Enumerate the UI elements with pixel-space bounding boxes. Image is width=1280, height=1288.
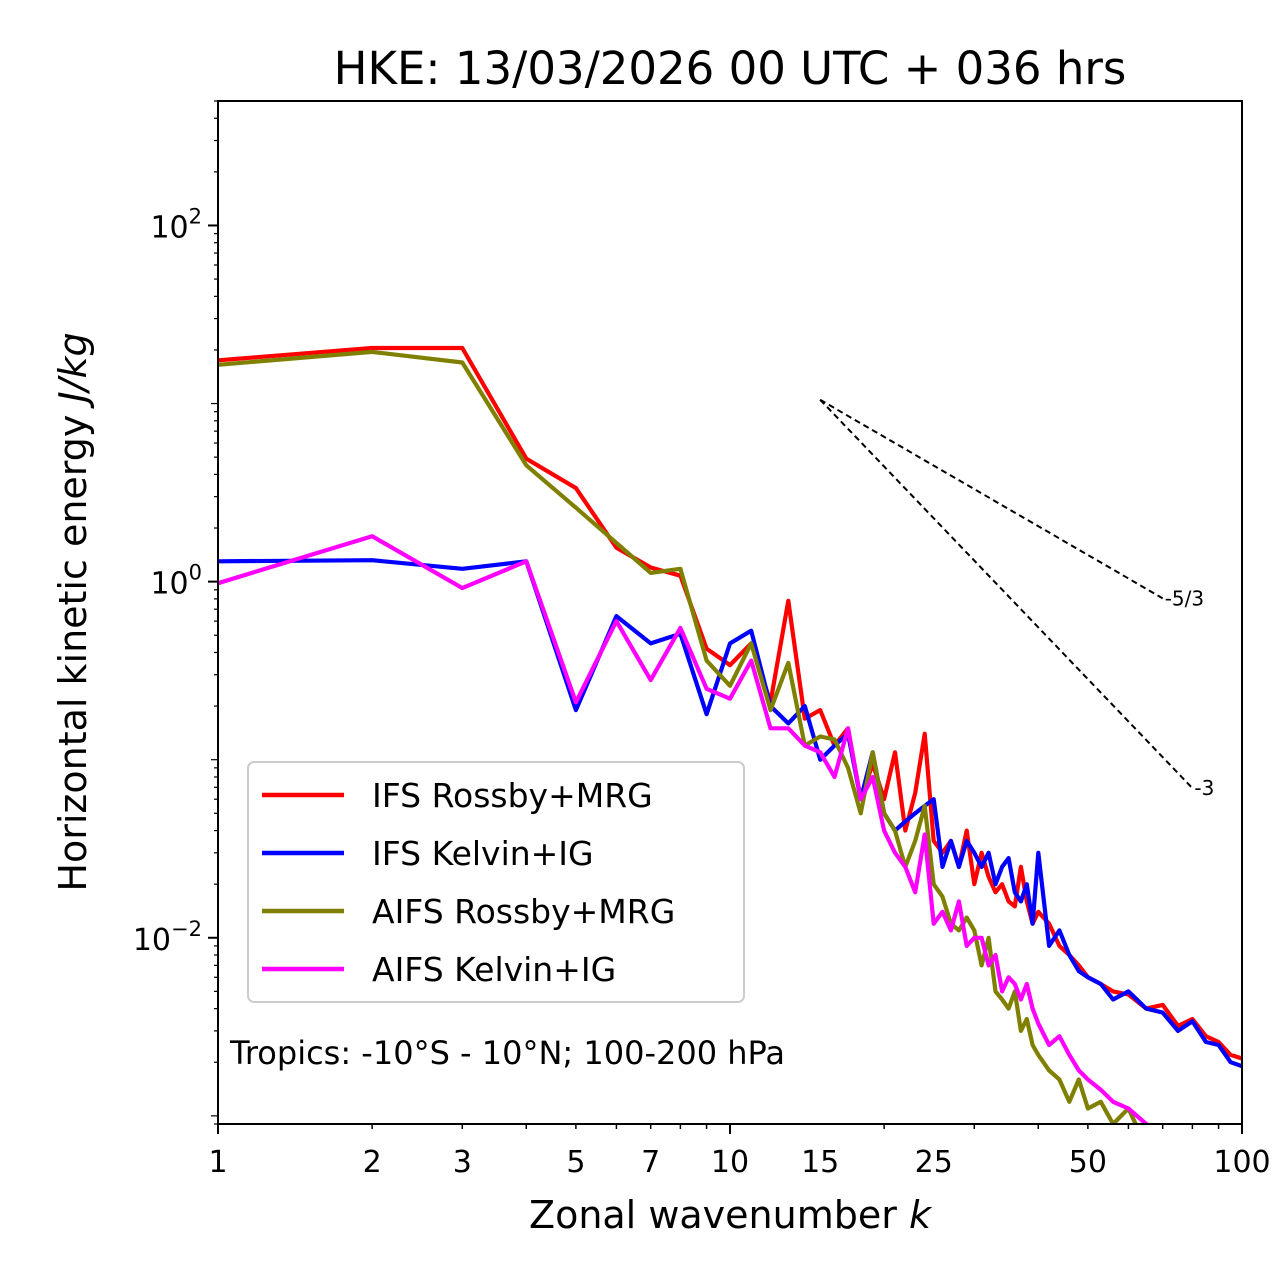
legend-label: IFS Rossby+MRG: [372, 776, 653, 815]
x-axis-label-var: k: [909, 1193, 933, 1237]
x-tick-label: 3: [453, 1145, 472, 1180]
x-tick-label: 1: [208, 1145, 227, 1180]
series-lines: [218, 345, 1242, 1124]
region-annotation: Tropics: -10°S - 10°N; 100-200 hPa: [229, 1034, 785, 1072]
chart-title: HKE: 13/03/2026 00 UTC + 036 hrs: [334, 42, 1127, 95]
reference-slope-labels: -5/3 -3: [1165, 586, 1215, 800]
reference-line-label: -5/3: [1165, 586, 1204, 610]
y-tick-label: 10−2: [133, 917, 202, 958]
legend-label: AIFS Kelvin+IG: [372, 950, 616, 989]
legend: IFS Rossby+MRG IFS Kelvin+IG AIFS Rossby+M…: [247, 761, 745, 1003]
y-tick-exponent: 2: [189, 204, 202, 228]
y-tick-label: 102: [150, 204, 202, 245]
reference-line-label: -3: [1194, 776, 1214, 800]
legend-box: [247, 761, 745, 1003]
x-tick-label: 10: [711, 1145, 749, 1180]
y-axis-label-unit: J/kg: [51, 332, 95, 409]
y-tick-exponent: 0: [189, 561, 202, 585]
series-line: [218, 558, 1242, 1069]
x-tick-label: 50: [1069, 1145, 1107, 1180]
x-tick-labels: 1 2 3 5 7 10 15 25 50 100: [208, 1145, 1270, 1180]
reference-line: [819, 398, 1164, 600]
y-tick-base: 10: [150, 567, 188, 602]
y-tick-label: 100: [150, 561, 202, 602]
y-axis-label: Horizontal kinetic energy J/kg: [51, 332, 95, 891]
x-tick-label: 2: [363, 1145, 382, 1180]
x-tick-label: 100: [1213, 1145, 1270, 1180]
y-tick-exponent: −2: [171, 917, 202, 941]
y-tick-base: 10: [150, 210, 188, 245]
plot-frame: [217, 100, 1243, 1125]
series-line: [218, 534, 1151, 1124]
x-tick-label: 25: [915, 1145, 953, 1180]
x-tick-label: 7: [641, 1145, 660, 1180]
x-axis-label-text: Zonal wavenumber: [529, 1193, 897, 1237]
reference-slope-lines: [819, 398, 1194, 789]
x-axis-label: Zonal wavenumber k: [529, 1193, 933, 1237]
x-tick-label: 15: [801, 1145, 839, 1180]
y-axis-label-text: Horizontal kinetic energy: [51, 415, 95, 892]
x-tick-label: 5: [566, 1145, 585, 1180]
series-line: [218, 349, 1138, 1124]
legend-label: AIFS Rossby+MRG: [372, 892, 675, 931]
y-tick-base: 10: [133, 923, 171, 958]
legend-label: IFS Kelvin+IG: [372, 834, 594, 873]
